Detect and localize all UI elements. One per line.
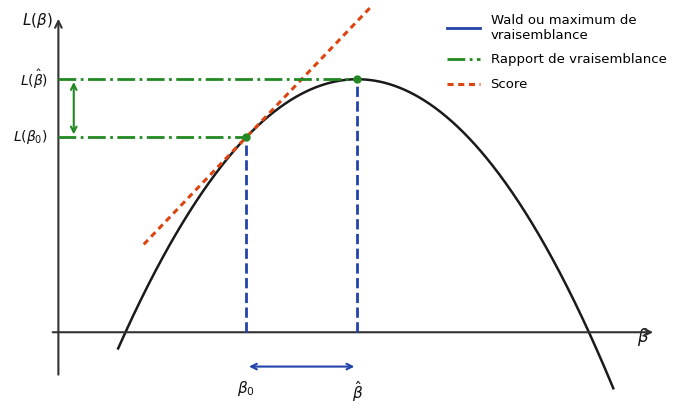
Text: $\beta_0$: $\beta_0$ [237, 379, 255, 398]
Text: $L(\hat{\beta})$: $L(\hat{\beta})$ [20, 68, 48, 91]
Text: $L(\beta_0)$: $L(\beta_0)$ [14, 128, 48, 146]
Legend: Wald ou maximum de
vraisemblance, Rapport de vraisemblance, Score: Wald ou maximum de vraisemblance, Rappor… [447, 14, 666, 91]
Text: $\hat{\beta}$: $\hat{\beta}$ [352, 379, 363, 404]
Text: $L(\beta)$: $L(\beta)$ [22, 11, 52, 30]
Text: $\beta$: $\beta$ [637, 326, 649, 348]
